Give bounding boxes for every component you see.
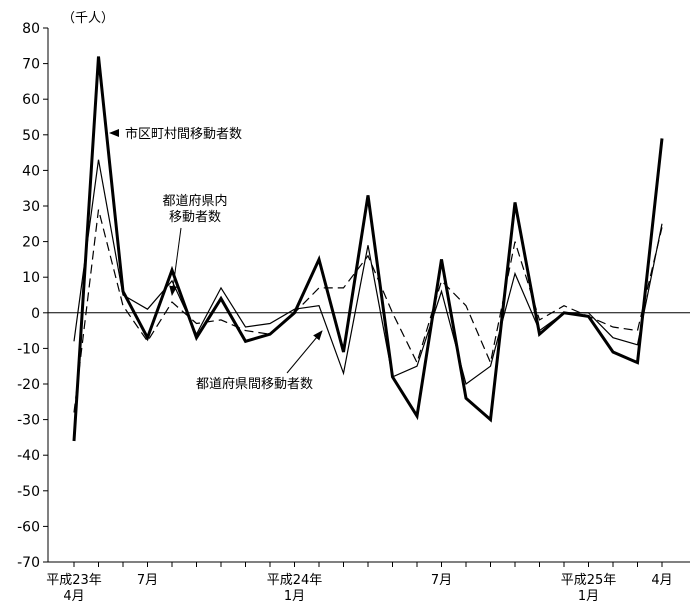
x-tick-label: 7月 — [431, 573, 452, 588]
axes: 80 70 60 50 40 30 20 10 0 -10 -20 -30 -40 -50 -60 -70 平成… — [17, 21, 690, 604]
y-tick-label: -20 — [17, 377, 40, 393]
y-tick-label: 60 — [22, 92, 40, 108]
y-tick-label: -30 — [17, 413, 40, 429]
x-tick-label: 平成24年 — [267, 573, 323, 588]
x-tick-label: 平成25年 — [561, 573, 617, 588]
y-tick-label: 80 — [22, 21, 40, 37]
x-tick-label: 4月 — [63, 589, 84, 603]
x-tick-label: 4月 — [651, 573, 672, 588]
y-tick-label: 0 — [31, 306, 40, 322]
series-line-2 — [73, 209, 663, 413]
annotation-label: 都道府県内 — [162, 193, 227, 209]
x-tick-label: 7月 — [137, 573, 158, 588]
y-tick-label: -40 — [17, 448, 40, 464]
y-tick-label: 70 — [22, 57, 40, 73]
x-tick-label: 1月 — [578, 589, 599, 603]
y-tick-label: 40 — [22, 163, 40, 179]
annotation-label: 移動者数 — [169, 210, 221, 225]
annotation-label: 市区町村間移動者数 — [125, 126, 242, 142]
annotation-label: 都道府県間移動者数 — [196, 377, 313, 392]
x-tick-label: 1月 — [284, 589, 305, 603]
y-tick-label: 10 — [22, 270, 40, 286]
y-tick-label: -70 — [17, 555, 40, 571]
y-tick-label: 20 — [22, 235, 40, 251]
annotation-arrow — [169, 227, 182, 296]
series-lines — [72, 56, 664, 442]
y-tick-label: 30 — [22, 199, 40, 215]
x-tick-label: 平成23年 — [46, 573, 102, 588]
y-tick-label: -10 — [17, 341, 40, 357]
y-tick-label: -50 — [17, 484, 40, 500]
series-line-0 — [72, 56, 664, 442]
y-unit-label: （千人） — [62, 11, 114, 26]
y-tick-label: 50 — [22, 128, 40, 144]
y-tick-label: -60 — [17, 519, 40, 535]
annotation-arrow — [286, 330, 323, 374]
